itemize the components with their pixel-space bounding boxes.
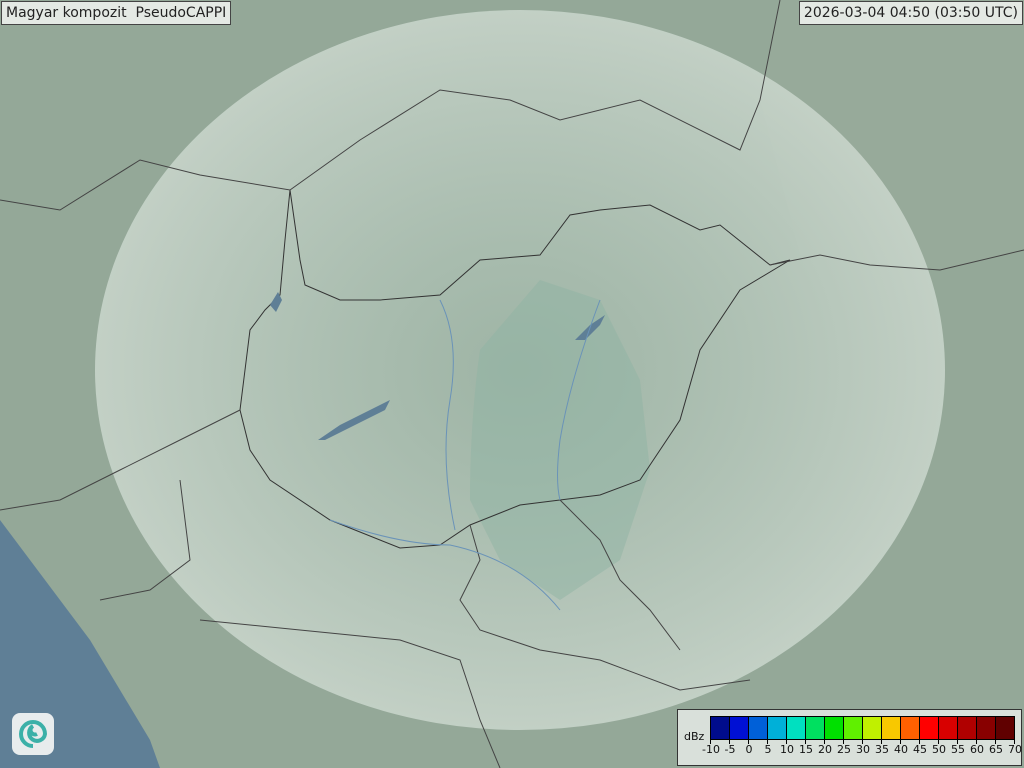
legend-swatch <box>863 717 882 739</box>
legend-tick-label: -5 <box>724 743 736 756</box>
legend-tick <box>710 739 711 744</box>
legend-swatch <box>920 717 939 739</box>
lake-ferto <box>270 292 282 312</box>
legend-tick-label: 65 <box>989 743 1003 756</box>
legend-tick <box>900 739 901 744</box>
legend-tick-label: 0 <box>745 743 753 756</box>
legend-tick <box>919 739 920 744</box>
legend-swatch <box>711 717 730 739</box>
legend-tick-label: 55 <box>951 743 965 756</box>
legend-tick-label: 30 <box>856 743 870 756</box>
legend-tick-label: 50 <box>932 743 946 756</box>
legend-tick-label: 40 <box>894 743 908 756</box>
legend-swatch <box>977 717 996 739</box>
legend-swatch <box>768 717 787 739</box>
legend-tick <box>1014 739 1015 744</box>
legend-tick-label: 35 <box>875 743 889 756</box>
legend-tick <box>805 739 806 744</box>
legend-tick <box>862 739 863 744</box>
legend-tick <box>843 739 844 744</box>
legend-tick-label: 10 <box>780 743 794 756</box>
dbz-legend: dBz -10 -5 0 5 10 15 20 25 30 35 40 45 50 55 60 65 70 <box>677 709 1022 766</box>
legend-tick <box>748 739 749 744</box>
legend-tick-label: 60 <box>970 743 984 756</box>
legend-tick <box>786 739 787 744</box>
legend-tick-label: 25 <box>837 743 851 756</box>
hungary-border <box>239 189 791 549</box>
legend-swatch <box>882 717 901 739</box>
timestamp-label: 2026-03-04 04:50 (03:50 UTC) <box>798 1 1023 25</box>
legend-unit: dBz <box>684 730 705 743</box>
legend-swatch <box>996 717 1014 739</box>
rivers <box>329 299 601 611</box>
legend-tick <box>995 739 996 744</box>
legend-swatch <box>787 717 806 739</box>
map-title: Magyar kompozit PseudoCAPPI <box>1 1 232 25</box>
legend-tick <box>767 739 768 744</box>
legend-tick-label: 15 <box>799 743 813 756</box>
legend-swatch <box>939 717 958 739</box>
legend-tick <box>729 739 730 744</box>
legend-tick <box>824 739 825 744</box>
legend-swatch <box>825 717 844 739</box>
legend-tick-label: 20 <box>818 743 832 756</box>
legend-tick <box>881 739 882 744</box>
swirl-logo-icon[interactable] <box>12 713 54 755</box>
adriatic-sea <box>0 520 160 768</box>
legend-tick <box>938 739 939 744</box>
lake-balaton <box>318 400 390 440</box>
legend-swatch <box>806 717 825 739</box>
legend-tick <box>957 739 958 744</box>
terrain-shade <box>0 0 1024 270</box>
legend-tick-label: 45 <box>913 743 927 756</box>
legend-tick <box>976 739 977 744</box>
legend-swatch <box>749 717 768 739</box>
legend-tick-label: 70 <box>1008 743 1022 756</box>
legend-swatch <box>958 717 977 739</box>
legend-swatch <box>730 717 749 739</box>
legend-tick-label: -10 <box>702 743 720 756</box>
legend-swatch <box>901 717 920 739</box>
legend-swatch <box>844 717 863 739</box>
legend-color-bar <box>710 716 1015 740</box>
legend-tick-label: 5 <box>764 743 772 756</box>
